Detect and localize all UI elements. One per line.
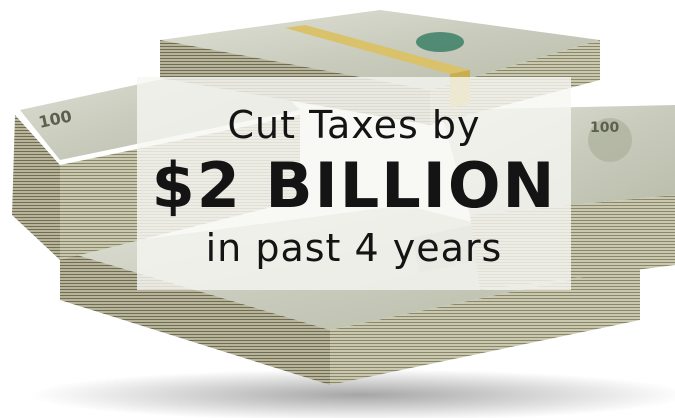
svg-text:100: 100: [590, 120, 619, 136]
ground-shadow: [30, 369, 675, 418]
caption-headline-amount: $2 BILLION: [151, 148, 557, 222]
caption-line-1: Cut Taxes by: [227, 102, 481, 147]
caption-box: Cut Taxes by $2 BILLION in past 4 years: [137, 77, 571, 290]
caption-line-3: in past 4 years: [205, 225, 503, 270]
